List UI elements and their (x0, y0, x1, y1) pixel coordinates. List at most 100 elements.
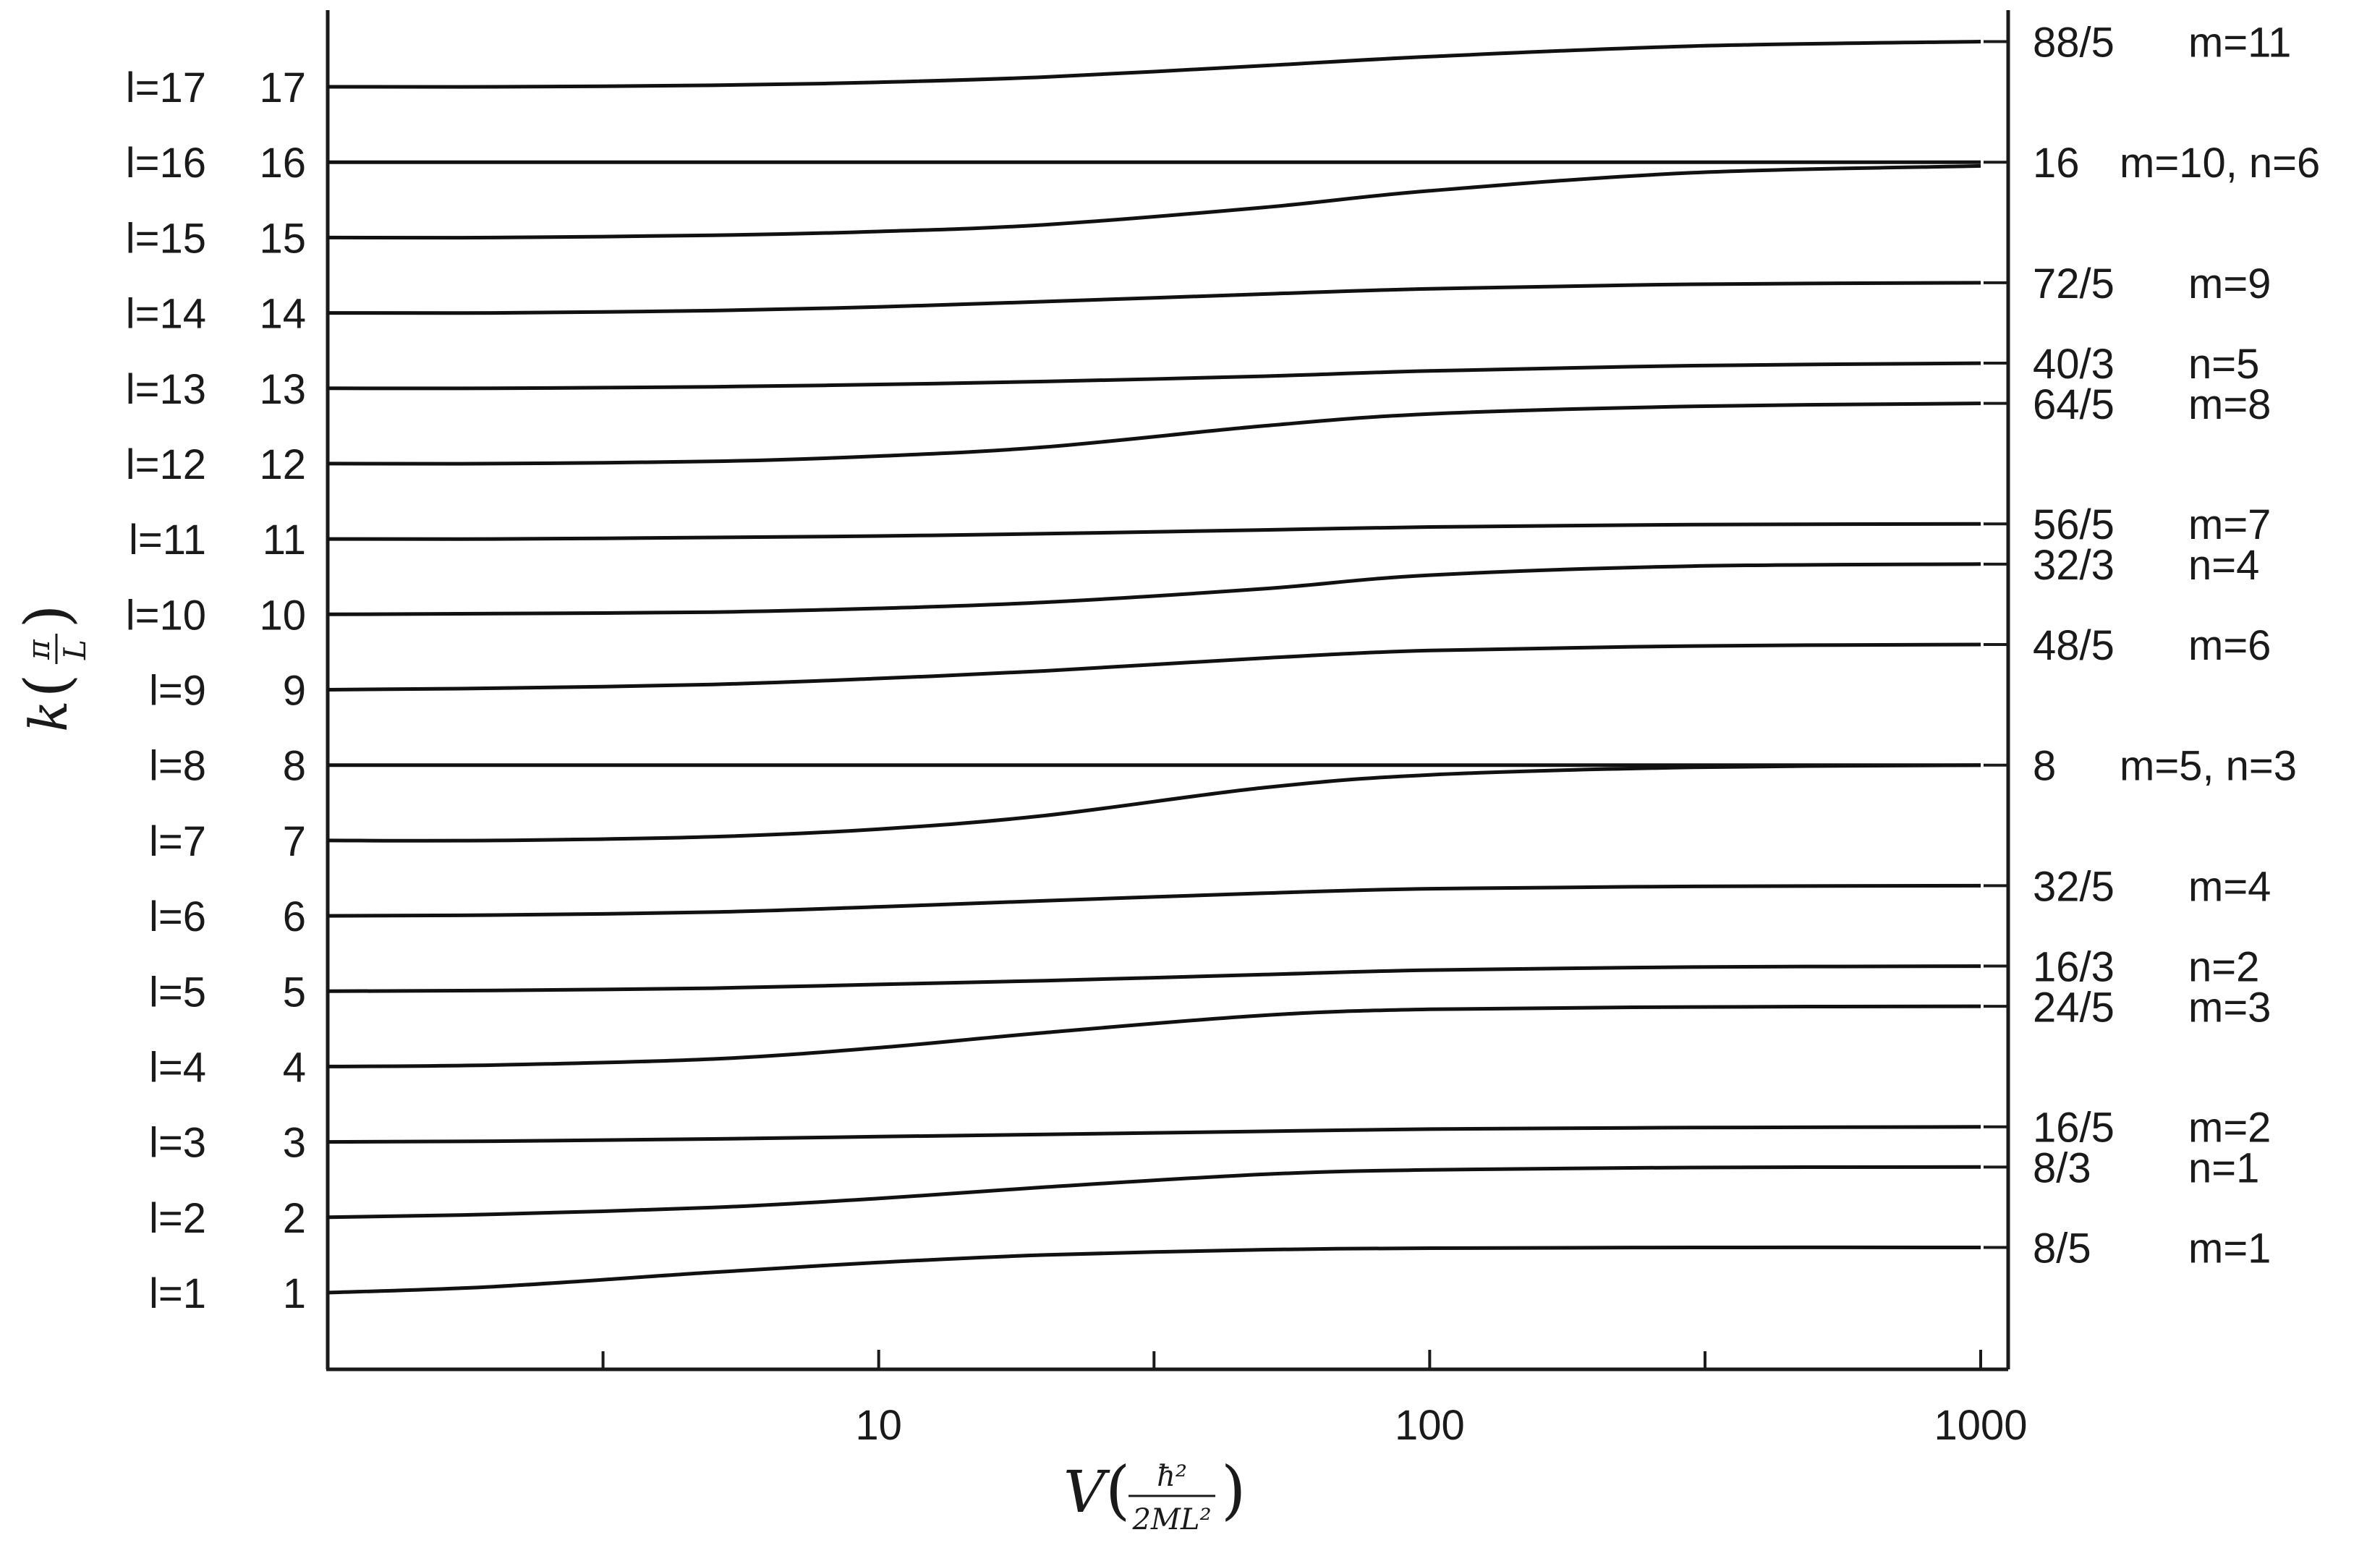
right-fraction-label: 24/5 (2033, 984, 2115, 1031)
right-mode-label: m=2 (2188, 1105, 2271, 1152)
right-fraction-label: 8/5 (2033, 1225, 2091, 1272)
right-fraction-label: 8/3 (2033, 1145, 2091, 1192)
right-mode-label: m=5, n=3 (2120, 743, 2297, 790)
left-mode-label: l=6 (149, 893, 206, 940)
right-mode-label: n=1 (2188, 1145, 2259, 1192)
series-line-14 (327, 281, 1981, 315)
series-line-11 (327, 522, 1981, 541)
x-tick-label: 100 (1395, 1402, 1465, 1449)
right-fraction-label: 64/5 (2033, 381, 2115, 428)
series-line-7 (327, 763, 1981, 843)
y-tick-label: 3 (283, 1120, 306, 1167)
x-tick-label: 10 (855, 1402, 902, 1449)
right-fraction-label: 32/3 (2033, 542, 2115, 589)
series-line-9 (327, 642, 1981, 692)
right-fraction-label: 16/5 (2033, 1105, 2115, 1152)
y-tick-label: 14 (259, 291, 306, 338)
right-mode-label: n=2 (2188, 943, 2259, 990)
series-line-3 (327, 1125, 1981, 1144)
right-fraction-label: 32/5 (2033, 863, 2115, 910)
right-mode-label: n=4 (2188, 542, 2259, 589)
left-mode-label: l=10 (126, 592, 206, 639)
series-line-1 (327, 1245, 1981, 1295)
series-line-2 (327, 1165, 1981, 1220)
svg-text:V: V (1063, 1458, 1110, 1526)
y-tick-label: 10 (259, 592, 306, 639)
series-line-12 (327, 401, 1981, 466)
svg-text:): ) (12, 605, 82, 629)
right-fraction-label: 8 (2033, 743, 2056, 790)
right-mode-label: m=4 (2188, 863, 2271, 910)
svg-text:k: k (18, 700, 79, 732)
svg-text:π: π (21, 639, 56, 660)
svg-text:ħ²: ħ² (1157, 1460, 1187, 1493)
right-fraction-label: 88/5 (2033, 19, 2115, 66)
series-line-6 (327, 883, 1981, 918)
series-line-13 (327, 361, 1981, 391)
right-labels: 8/5 m=1 8/3 n=1 16/5 m=2 24/5 m=3 16/3 n=2 32/5 m=4… (1984, 19, 2320, 1272)
left-mode-label: l=17 (126, 64, 206, 111)
right-fraction-label: 56/5 (2033, 501, 2115, 548)
right-mode-label: m=7 (2188, 501, 2271, 548)
left-mode-label: l=8 (149, 743, 206, 790)
svg-text:(: ( (12, 674, 82, 698)
left-mode-label: l=3 (149, 1120, 206, 1167)
right-fraction-label: 16/3 (2033, 943, 2115, 990)
series-line-17 (327, 40, 1981, 89)
y-axis-label: k ( π L ) (12, 605, 93, 732)
curves (327, 40, 1981, 1295)
series-line-10 (327, 562, 1981, 616)
left-mode-label: l=15 (126, 215, 206, 262)
svg-text:): ) (1221, 1453, 1246, 1527)
y-tick-label: 12 (259, 441, 306, 488)
x-axis-label: V ( ħ² 2ML² ) (1063, 1453, 1246, 1536)
y-tick-label: 2 (283, 1195, 306, 1242)
y-tick-label: 1 (283, 1270, 306, 1317)
y-tick-label: 4 (283, 1044, 306, 1091)
right-fraction-label: 48/5 (2033, 622, 2115, 669)
y-tick-label: 8 (283, 743, 306, 790)
y-tick-label: 6 (283, 893, 306, 940)
y-tick-label: 16 (259, 140, 306, 187)
y-tick-label: 13 (259, 366, 306, 413)
right-mode-label: m=6 (2188, 622, 2271, 669)
series-line-4 (327, 1004, 1981, 1068)
right-mode-label: n=5 (2188, 341, 2259, 388)
left-mode-label: l=1 (149, 1270, 206, 1317)
left-mode-label: l=14 (126, 291, 206, 338)
left-mode-label: l=2 (149, 1195, 206, 1242)
right-mode-label: m=8 (2188, 381, 2271, 428)
right-mode-label: m=9 (2188, 260, 2271, 307)
x-tick-label: 1000 (1934, 1402, 2027, 1449)
left-mode-label: l=4 (149, 1044, 206, 1091)
svg-text:(: ( (1105, 1453, 1130, 1527)
left-mode-label: l=9 (149, 668, 206, 715)
right-fraction-label: 40/3 (2033, 341, 2115, 388)
right-fraction-label: 72/5 (2033, 260, 2115, 307)
right-mode-label: m=11 (2188, 19, 2291, 66)
y-tick-label: 11 (263, 516, 306, 564)
y-tick-label: 7 (283, 818, 306, 865)
left-mode-label: l=12 (126, 441, 206, 488)
y-tick-label: 17 (259, 64, 306, 111)
svg-text:2ML²: 2ML² (1131, 1503, 1211, 1536)
series-line-15 (327, 163, 1981, 240)
y-tick-label: 9 (283, 668, 306, 715)
y-tick-label: 15 (259, 215, 306, 262)
left-labels: l=1 l=2 l=3 l=4 l=5 l=6 l=7 l=8 l=9 l=10 l=11 l=12 l… (126, 64, 206, 1317)
x-ticks: 10 100 1000 (601, 1350, 2028, 1449)
left-mode-label: l=7 (149, 818, 206, 865)
right-mode-label: m=10, n=6 (2120, 140, 2320, 187)
right-mode-label: m=1 (2188, 1225, 2271, 1272)
left-mode-label: l=11 (129, 516, 206, 564)
left-mode-label: l=5 (149, 969, 206, 1016)
left-mode-label: l=13 (126, 366, 206, 413)
svg-text:L: L (57, 639, 93, 660)
series-line-5 (327, 964, 1981, 993)
right-fraction-label: 16 (2033, 140, 2080, 187)
left-mode-label: l=16 (126, 140, 206, 187)
y-tick-label: 5 (283, 969, 306, 1016)
